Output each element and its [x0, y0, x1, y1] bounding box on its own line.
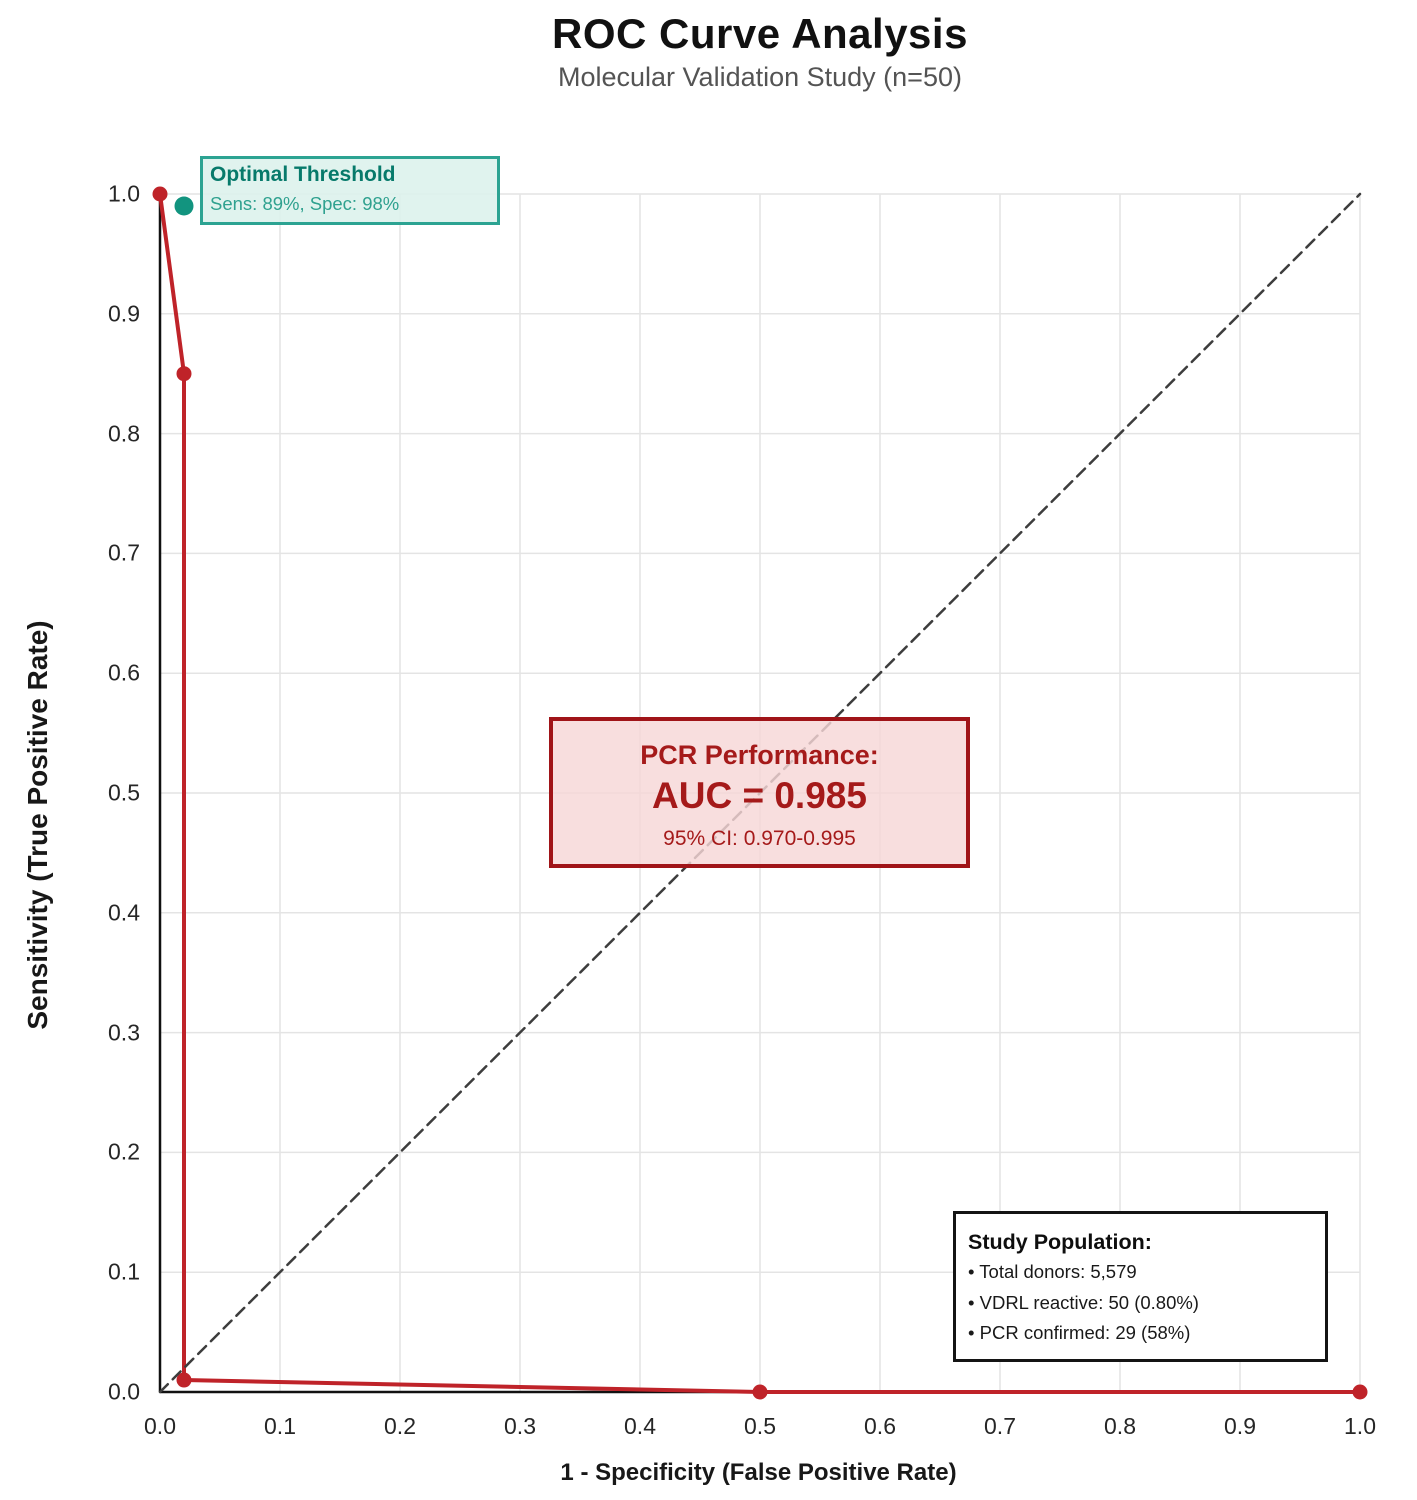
- x-tick-label: 0.4: [624, 1413, 656, 1439]
- x-tick-label: 0.9: [1224, 1413, 1256, 1439]
- x-tick-label: 0.0: [144, 1413, 176, 1439]
- x-tick-label: 0.1: [264, 1413, 296, 1439]
- auc-value: AUC = 0.985: [652, 775, 867, 816]
- study-population-item: • VDRL reactive: 50 (0.80%): [968, 1291, 1199, 1313]
- roc-point-marker: [176, 366, 192, 382]
- x-tick-label: 0.2: [384, 1413, 416, 1439]
- y-tick-label: 0.5: [108, 779, 140, 806]
- y-tick-label: 1.0: [108, 180, 140, 207]
- x-axis-title: 1 - Specificity (False Positive Rate): [560, 1459, 957, 1486]
- study-population-item: • PCR confirmed: 29 (58%): [968, 1322, 1191, 1343]
- y-tick-label: 0.3: [108, 1019, 140, 1046]
- auc-confidence-interval: 95% CI: 0.970-0.995: [663, 827, 856, 850]
- y-tick-label: 0.6: [108, 659, 140, 686]
- pcr-performance-title: PCR Performance:: [640, 740, 879, 770]
- pcr-performance-annotation: PCR Performance: AUC = 0.985 95% CI: 0.9…: [549, 717, 970, 868]
- study-population-item: • Total donors: 5,579: [968, 1261, 1137, 1282]
- roc-point-marker: [152, 186, 168, 202]
- y-axis-title-text: Sensitivity (True Positive Rate): [22, 620, 53, 1030]
- roc-point-marker: [752, 1384, 768, 1400]
- x-tick-label: 0.7: [984, 1413, 1016, 1439]
- optimal-threshold-values: Sens: 89%, Spec: 98%: [210, 193, 400, 214]
- roc-point-marker: [1352, 1384, 1368, 1400]
- chart-title: ROC Curve Analysis: [552, 10, 968, 57]
- roc-point-marker: [176, 1372, 192, 1388]
- y-tick-label: 0.2: [108, 1138, 140, 1165]
- optimal-threshold-title: Optimal Threshold: [210, 163, 396, 186]
- x-tick-label: 0.3: [504, 1413, 536, 1439]
- x-tick-label: 0.5: [744, 1413, 776, 1439]
- x-tick-label: 0.8: [1104, 1413, 1136, 1439]
- y-tick-label: 0.4: [108, 899, 140, 926]
- x-tick-label: 0.6: [864, 1413, 896, 1439]
- x-tick-label: 1.0: [1344, 1413, 1376, 1439]
- optimal-threshold-annotation: Optimal Threshold Sens: 89%, Spec: 98%: [200, 156, 500, 225]
- optimal-threshold-marker: [174, 196, 194, 216]
- y-tick-label: 0.8: [108, 420, 140, 447]
- y-tick-label: 0.0: [108, 1378, 140, 1405]
- y-tick-label: 0.9: [108, 300, 140, 327]
- y-tick-label: 0.1: [108, 1258, 140, 1285]
- study-population-title: Study Population:: [968, 1230, 1152, 1254]
- chart-subtitle: Molecular Validation Study (n=50): [558, 62, 962, 92]
- study-population-annotation: Study Population: • Total donors: 5,579 …: [953, 1211, 1328, 1362]
- y-tick-label: 0.7: [108, 539, 140, 566]
